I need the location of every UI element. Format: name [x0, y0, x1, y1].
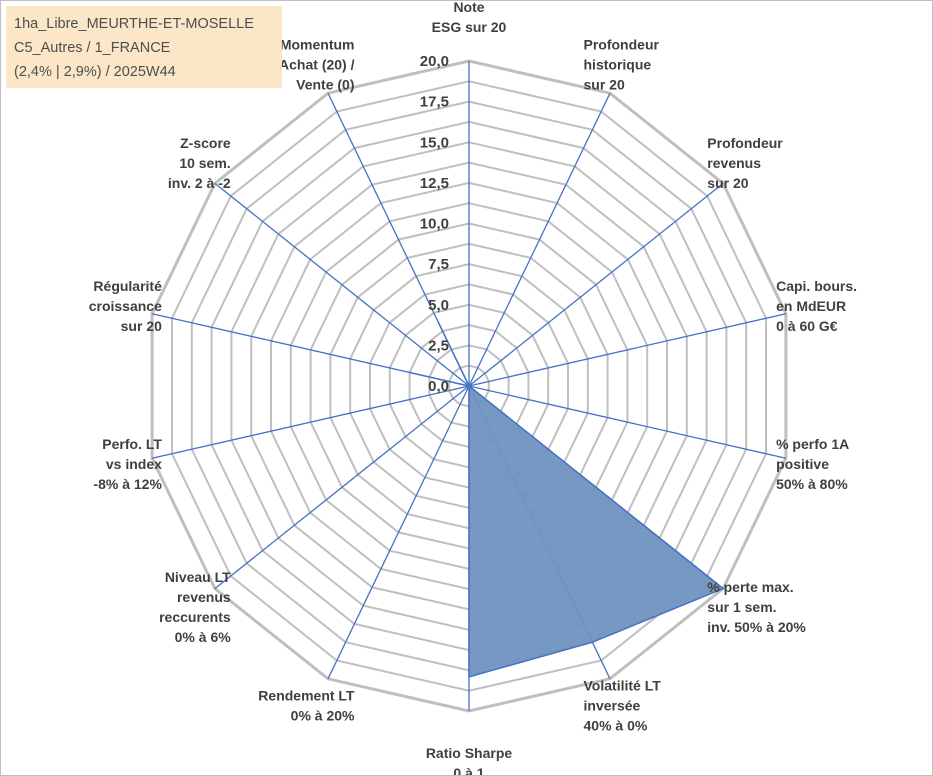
axis-label: % perte max. sur 1 sem. inv. 50% à 20%: [707, 579, 806, 635]
axis-spoke: [327, 385, 470, 680]
tick-label: 12,5: [420, 175, 449, 192]
axis-label-line: Ratio Sharpe: [426, 745, 513, 761]
axis-label: % perfo 1A positive 50% à 80%: [776, 436, 849, 492]
axis-label-line: % perfo 1A: [776, 436, 849, 452]
axis-label-line: 50% à 80%: [776, 476, 848, 492]
axis-label-line: 0% à 20%: [291, 708, 355, 724]
axis-label-line: -8% à 12%: [93, 476, 162, 492]
axis-label-line: 10 sem.: [179, 155, 230, 171]
series-layer: [408, 321, 725, 678]
info-box: 1ha_Libre_MEURTHE-ET-MOSELLE C5_Autres /…: [6, 6, 282, 88]
axis-label: Profondeur revenus sur 20: [707, 135, 783, 191]
axis-label-line: % perte max.: [707, 579, 793, 595]
axis-label-line: Momentum: [280, 36, 355, 52]
info-line-2: C5_Autres / 1_FRANCE: [14, 40, 171, 56]
axis-label-line: Niveau LT: [165, 569, 231, 585]
axis-label: Capi. bours. en MdEUR 0 à 60 G€: [776, 278, 857, 334]
axis-label-line: Volatilité LT: [584, 678, 662, 694]
axis-spoke: [214, 182, 470, 387]
axis-label-line: sur 1 sem.: [707, 599, 776, 615]
axis-label-line: Perfo. LT: [102, 436, 162, 452]
tick-label: 20,0: [420, 53, 449, 70]
axis-spoke: [151, 385, 470, 459]
axis-label: Perfo. LT vs index -8% à 12%: [93, 436, 162, 492]
axis-label-line: sur 20: [584, 76, 625, 92]
axis-spoke: [468, 182, 724, 387]
tick-label: 5,0: [428, 297, 449, 314]
axis-label: Ratio Sharpe 0 à 1: [426, 745, 513, 775]
axis-label-line: revenus: [177, 589, 231, 605]
axis-label-line: inv. 50% à 20%: [707, 619, 806, 635]
axis-label-line: reccurents: [159, 609, 231, 625]
axis-label: Niveau LT revenus reccurents 0% à 6%: [159, 569, 231, 645]
axis-label-line: sur 20: [707, 175, 748, 191]
axis-label: Momentum Achat (20) / Vente (0): [279, 36, 355, 92]
tick-label: 10,0: [420, 216, 449, 233]
axis-spoke: [468, 385, 787, 459]
tick-label: 17,5: [420, 94, 449, 111]
axis-label-line: ESG sur 20: [432, 19, 507, 35]
axis-label-line: historique: [584, 56, 652, 72]
axis-label-line: Régularité: [93, 278, 162, 294]
axis-label-line: vs index: [106, 456, 162, 472]
axis-label-line: revenus: [707, 155, 761, 171]
axis-label-line: 0 à 1: [453, 765, 484, 775]
axis-label-line: inversée: [584, 698, 641, 714]
axis-label: Profondeur historique sur 20: [584, 36, 660, 92]
axis-label-line: 40% à 0%: [584, 718, 648, 734]
tick-label: 15,0: [420, 134, 449, 151]
axis-label-line: en MdEUR: [776, 298, 846, 314]
label-layer: Note ESG sur 20 Profondeur historique sur 20…: [89, 1, 857, 775]
axis-spoke: [214, 385, 470, 590]
axis-label-line: sur 20: [121, 318, 162, 334]
axis-label-line: 0% à 6%: [175, 629, 232, 645]
info-line-1: 1ha_Libre_MEURTHE-ET-MOSELLE: [14, 16, 254, 32]
axis-label-line: 0 à 60 G€: [776, 318, 838, 334]
axis-label-line: Achat (20) /: [279, 56, 355, 72]
axis-label-line: Profondeur: [707, 135, 783, 151]
axis-label-line: positive: [776, 456, 829, 472]
axis-spoke: [468, 92, 611, 387]
axis-label: Régularité croissance sur 20: [89, 278, 162, 334]
axis-label: Note ESG sur 20: [432, 1, 507, 35]
axis-label-line: croissance: [89, 298, 162, 314]
tick-label: 2,5: [428, 337, 449, 354]
axis-label-line: Z-score: [180, 135, 231, 151]
axis-label: Rendement LT 0% à 20%: [258, 688, 355, 724]
axis-label-line: Profondeur: [584, 36, 660, 52]
tick-label: 7,5: [428, 256, 449, 273]
series-area: [408, 321, 725, 678]
axis-label: Z-score 10 sem. inv. 2 à -2: [168, 135, 231, 191]
axis-spoke: [468, 313, 787, 387]
info-line-3: (2,4% | 2,9%) / 2025W44: [14, 64, 176, 80]
axis-label-line: Vente (0): [296, 76, 354, 92]
tick-layer: 0,0 2,5 5,0 7,5 10,0 12,5 15,0 17,5 20,0: [420, 53, 449, 395]
axis-label-line: Note: [453, 1, 484, 15]
axis-label-line: Rendement LT: [258, 688, 355, 704]
tick-label: 0,0: [428, 378, 449, 395]
axis-label-line: inv. 2 à -2: [168, 175, 231, 191]
axis-label-line: Capi. bours.: [776, 278, 857, 294]
axis-label: Volatilité LT inversée 40% à 0%: [584, 678, 662, 734]
